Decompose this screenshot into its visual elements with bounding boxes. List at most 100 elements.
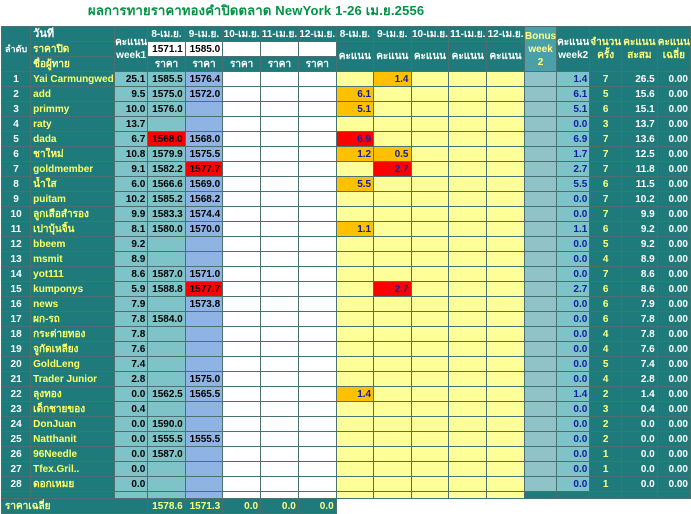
guess-price: 1575.0 — [147, 86, 186, 102]
table-row: 2 add 9.5 1575.0 1572.0 6.1 6.1 5 15.6 0.00 — [0, 86, 691, 102]
total-points: 13.7 — [621, 116, 658, 132]
average-points: 0.00 — [656, 476, 691, 492]
daily-score — [486, 461, 525, 477]
daily-score — [486, 221, 525, 237]
guess-price — [297, 296, 337, 312]
week1-points: 0.0 — [114, 446, 149, 462]
bonus-cell — [523, 431, 558, 447]
guess-price — [184, 446, 224, 462]
guess-price — [222, 476, 262, 492]
price-label-4: ราคา — [260, 56, 299, 72]
guess-price: 1568.0 — [147, 131, 186, 147]
average-points: 0.00 — [656, 386, 691, 402]
week1-points: 9.5 — [114, 86, 149, 102]
guess-price — [222, 341, 262, 357]
table-row: 6 ชาใหม่ 10.8 1579.9 1575.5 1.2 0.5 1.7 7 12.5 0.0… — [0, 146, 691, 162]
guess-price — [222, 221, 262, 237]
guess-price: 1582.2 — [147, 161, 186, 177]
table-row: 18 กระต่ายทอง 7.8 0.0 4 7.8 0.00 — [0, 326, 691, 342]
guess-price — [297, 431, 337, 447]
week1-points: 7.4 — [114, 356, 149, 372]
guess-price — [297, 116, 337, 132]
guess-price — [184, 116, 224, 132]
guess-price — [222, 461, 262, 477]
bonus-header: Bonus week 2 — [523, 26, 558, 72]
daily-score — [486, 371, 525, 387]
bonus-cell — [523, 386, 558, 402]
daily-score — [373, 326, 412, 342]
player-name: bbeem — [30, 236, 116, 252]
average-price-value: 1571.3 — [184, 498, 224, 514]
guess-price — [260, 266, 299, 282]
player-name: yot111 — [30, 266, 116, 282]
bonus-cell — [523, 191, 558, 207]
daily-score — [448, 176, 488, 192]
guess-price: 1572.0 — [184, 86, 224, 102]
guess-count: 7 — [589, 146, 623, 162]
rank-number: 6 — [0, 146, 32, 162]
guess-price — [147, 356, 186, 372]
player-name: น้ำใส — [30, 176, 116, 192]
guess-price: 1565.5 — [184, 386, 224, 402]
guess-price — [222, 416, 262, 432]
guess-price: 1575.5 — [184, 146, 224, 162]
daily-score — [486, 341, 525, 357]
guess-price — [297, 416, 337, 432]
guess-price — [297, 191, 337, 207]
daily-score — [373, 176, 412, 192]
score-label-3: คะแนน — [410, 41, 450, 72]
score-label-4: คะแนน — [448, 41, 488, 72]
table-row: 22 ลุงทอง 0.0 1562.5 1565.5 1.4 1.4 2 1.4 0.00 — [0, 386, 691, 402]
total-points: 0.4 — [621, 401, 658, 417]
guess-price — [260, 371, 299, 387]
guess-price — [222, 371, 262, 387]
player-name: primmy — [30, 101, 116, 117]
player-name: เด็กชายของ — [30, 401, 116, 417]
guess-price — [297, 146, 337, 162]
guess-price — [222, 191, 262, 207]
rank-number: 22 — [0, 386, 32, 402]
daily-score — [410, 386, 450, 402]
week2-points: 0.0 — [556, 371, 591, 387]
week1-points: 7.9 — [114, 296, 149, 312]
guess-price — [222, 446, 262, 462]
average-points: 0.00 — [656, 401, 691, 417]
bonus-cell — [523, 356, 558, 372]
daily-score — [410, 86, 450, 102]
week1-points: 5.9 — [114, 281, 149, 297]
week2-points: 1.4 — [556, 71, 591, 87]
guess-price — [222, 101, 262, 117]
daily-score: 0.5 — [373, 146, 412, 162]
total-points: 8.6 — [621, 266, 658, 282]
week2-points: 5.5 — [556, 176, 591, 192]
daily-score — [486, 431, 525, 447]
week2-points: 0.0 — [556, 116, 591, 132]
date-col-4: 11-เม.ย. — [260, 26, 299, 42]
rank-number: 24 — [0, 416, 32, 432]
guess-price — [260, 296, 299, 312]
daily-score — [335, 161, 375, 177]
guess-count: 2 — [589, 416, 623, 432]
table-row: 27 Tfex.Gril.. 0.0 0.0 1 0.0 0.00 — [0, 461, 691, 477]
guess-price — [260, 446, 299, 462]
guess-price: 1568.0 — [184, 131, 224, 147]
date-col-5: 12-เม.ย. — [297, 26, 337, 42]
guess-price — [260, 161, 299, 177]
player-name: ดอกเหมย — [30, 476, 116, 492]
week2-points: 0.0 — [556, 311, 591, 327]
daily-score — [448, 251, 488, 267]
guess-price — [260, 326, 299, 342]
table-row: 24 DonJuan 0.0 1590.0 0.0 2 0.0 0.00 — [0, 416, 691, 432]
score-date-1: 8-เม.ย. — [335, 26, 375, 42]
guess-price: 1585.2 — [147, 191, 186, 207]
guess-price — [297, 446, 337, 462]
average-points: 0.00 — [656, 431, 691, 447]
week2-points: 0.0 — [556, 266, 591, 282]
total-points: 0.0 — [621, 431, 658, 447]
week1-points: 9.9 — [114, 206, 149, 222]
total-points: 7.8 — [621, 326, 658, 342]
rank-number: 18 — [0, 326, 32, 342]
guess-price: 1555.5 — [147, 431, 186, 447]
total-points: 13.6 — [621, 131, 658, 147]
daily-score — [486, 161, 525, 177]
